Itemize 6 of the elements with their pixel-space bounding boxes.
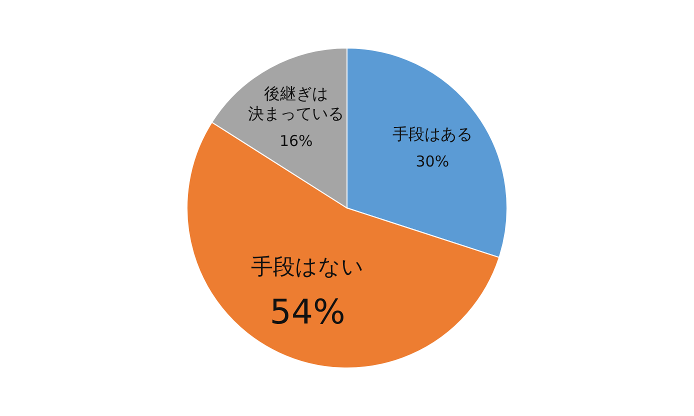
data-label: 30% xyxy=(416,152,450,170)
data-label: 54% xyxy=(270,292,346,333)
slice-label: 後継ぎは決まっている xyxy=(248,84,344,123)
slice-label: 手段はある xyxy=(392,124,472,144)
slice-label: 手段はない xyxy=(250,255,364,280)
data-label: 16% xyxy=(279,132,313,150)
